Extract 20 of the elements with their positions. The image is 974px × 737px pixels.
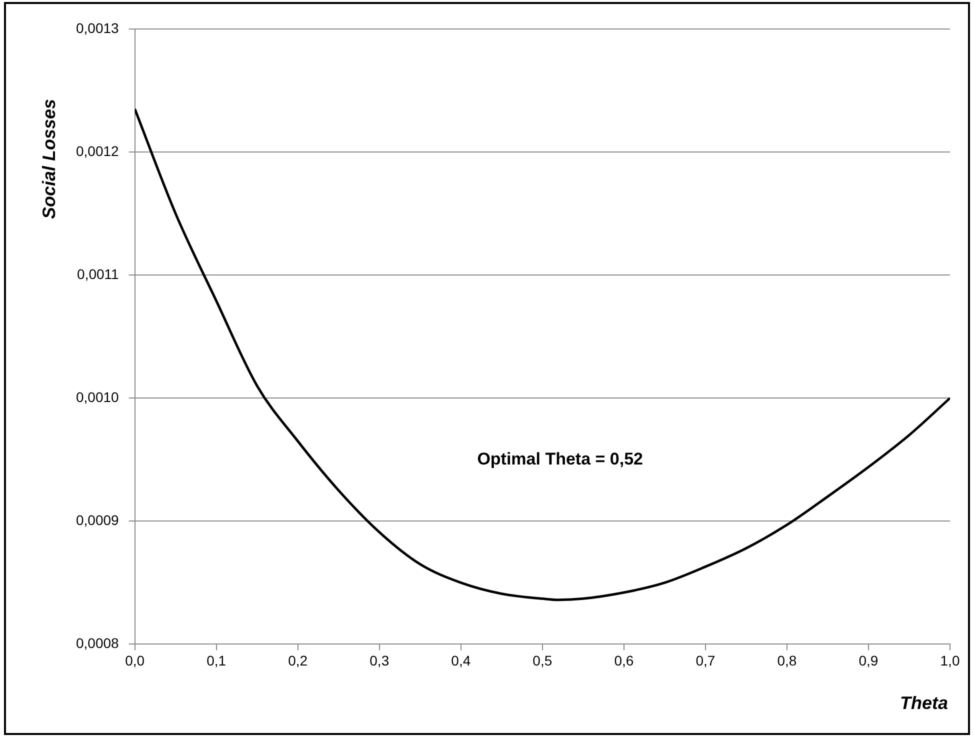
y-tick-label: 0,0010: [76, 388, 120, 405]
x-tick-label: 0,5: [532, 652, 552, 668]
x-tick-label: 1,0: [940, 652, 960, 668]
x-tick-label: 0,8: [777, 652, 797, 668]
x-axis-title: Theta: [900, 693, 948, 714]
x-tick-label: 0,7: [696, 652, 716, 668]
x-tick-label: 0,9: [858, 652, 878, 668]
y-tick-label: 0,0011: [77, 266, 120, 282]
x-tick-label: 0,2: [288, 652, 308, 668]
y-tick-label: 0,0009: [76, 512, 120, 528]
y-tick-label: 0,0013: [76, 20, 120, 36]
x-tick-label: 0,3: [370, 652, 390, 668]
y-tick-label: 0,0012: [76, 142, 120, 159]
x-tick-label: 0,6: [614, 652, 634, 668]
x-tick-label: 0,4: [451, 652, 471, 668]
y-axis-title: Social Losses: [38, 98, 59, 220]
x-tick-label: 0,1: [206, 652, 226, 668]
x-tick-label: 0,0: [125, 652, 145, 668]
y-tick-label: 0,0008: [76, 635, 120, 652]
annotation: Optimal Theta = 0,52: [477, 449, 644, 468]
